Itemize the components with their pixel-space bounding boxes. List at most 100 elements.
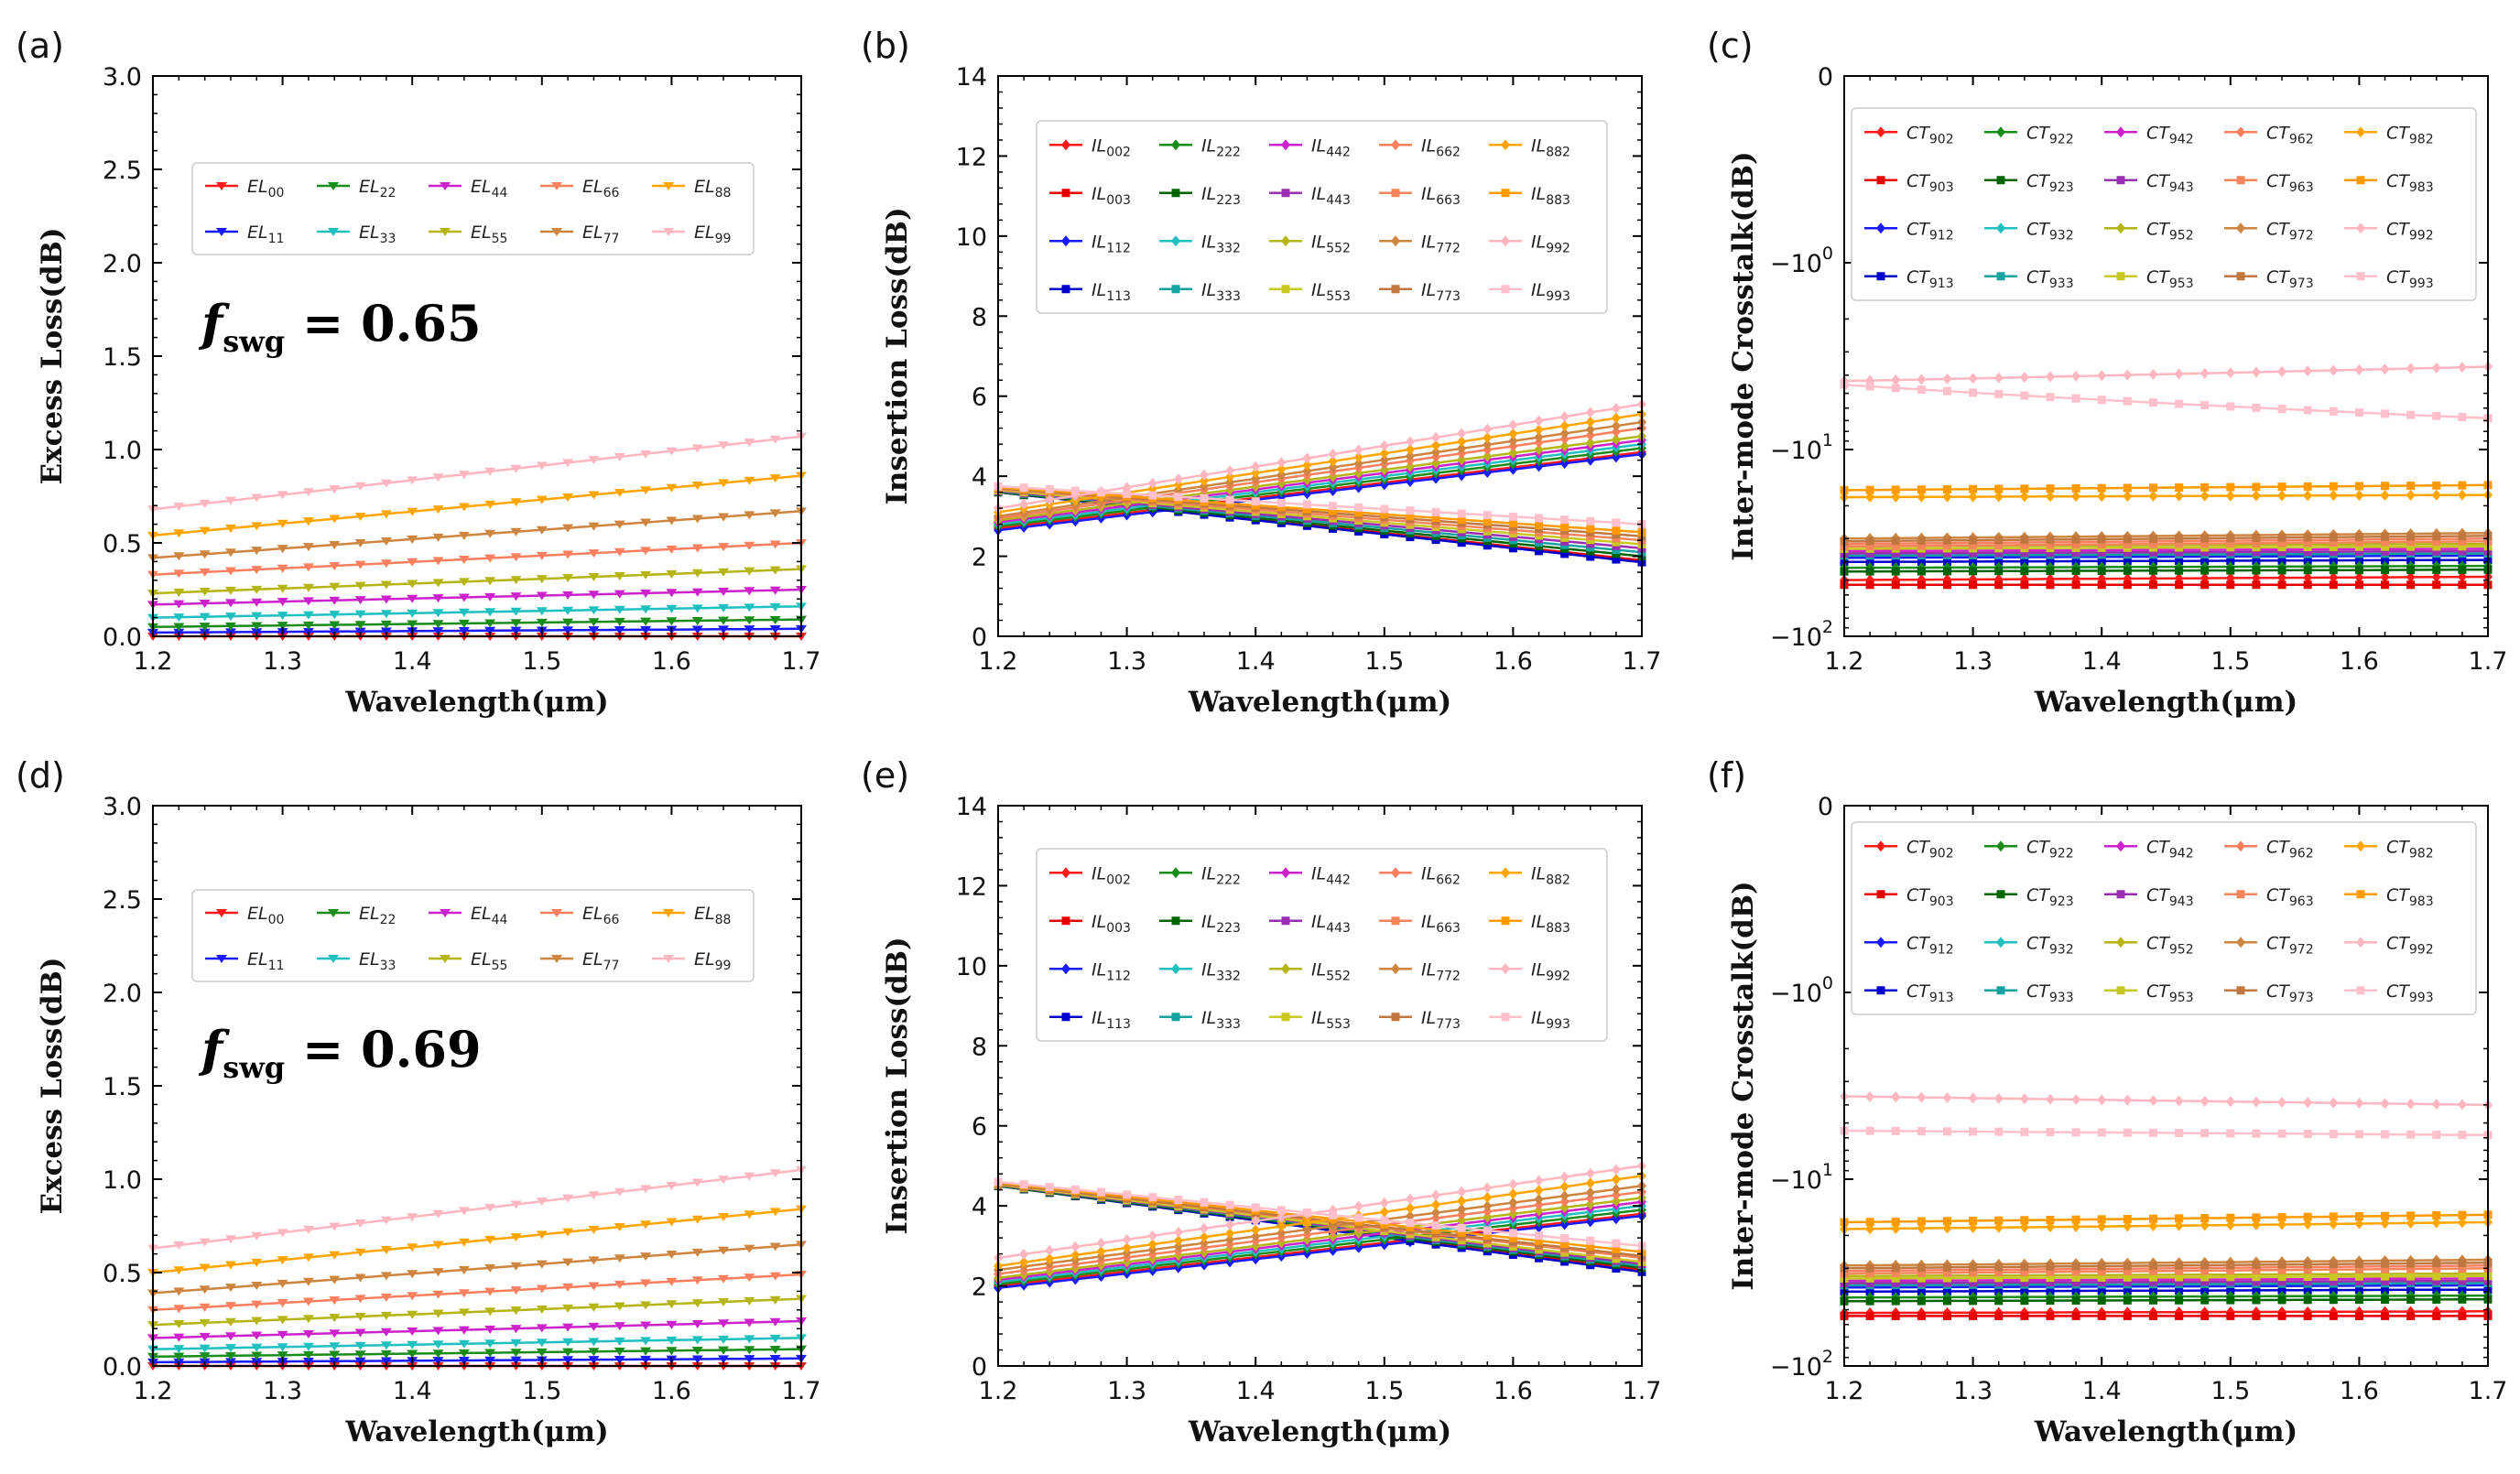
data-point [2226,566,2235,575]
legend-marker [1061,916,1070,926]
data-point [2123,1295,2132,1305]
data-point [1969,388,1978,397]
plot-frame [1843,75,2489,637]
y-axis-label: Inter-mode Crosstalk(dB) [1727,151,1760,560]
data-point [2020,557,2029,566]
data-point [2252,1273,2261,1282]
data-point [2277,572,2287,584]
data-point [2046,1278,2055,1287]
data-point [329,1342,341,1351]
data-point [2432,1264,2441,1273]
data-point [354,1295,366,1304]
data-point [224,1351,236,1360]
data-point [691,444,703,453]
data-point [640,547,652,556]
data-point [1559,1219,1570,1230]
data-point [302,517,314,526]
data-point [1251,461,1261,472]
series-line [152,1348,802,1359]
data-point [1612,1239,1621,1248]
data-point [1405,436,1415,448]
legend-item: CT962 [2224,123,2314,146]
data-point [2432,565,2441,574]
data-point [432,533,444,542]
data-point [744,1273,755,1283]
data-point [1019,1180,1028,1189]
data-point [251,493,263,503]
data-point [1942,536,1951,545]
data-point [173,600,185,609]
data-point [224,1302,236,1311]
data-point [1173,1241,1183,1252]
data-point [614,617,625,626]
legend-item: IL442 [1269,863,1351,887]
legend-label: CT923 [2026,885,2074,909]
data-point [329,1295,341,1305]
data-point [2226,547,2235,557]
data-point [2020,548,2029,558]
data-point [2020,567,2029,576]
panel-label: (c) [1707,26,1754,66]
data-point [691,569,703,578]
data-point [1508,1229,1517,1238]
data-point [1968,373,1978,385]
legend-marker [2236,890,2245,899]
data-point [1328,461,1338,473]
legend-label: EL11 [247,949,284,973]
legend-marker [2236,126,2245,138]
data-point [2175,566,2184,575]
data-point [1942,567,1951,576]
data-point [2175,483,2184,493]
data-point [1173,479,1183,491]
data-point [2046,1311,2055,1320]
data-point [614,1302,625,1311]
data-point [1147,477,1157,489]
legend-label: CT913 [1906,981,1954,1005]
data-point [2406,1272,2416,1281]
legend-label: EL77 [582,949,619,973]
data-point [1457,1228,1466,1237]
data-point [2354,1295,2363,1305]
data-point [2252,1277,2261,1286]
data-point [718,543,730,552]
data-point [432,1357,444,1366]
x-tick-label: 1.3 [1107,647,1146,676]
data-point [2381,409,2390,418]
data-point [458,608,470,617]
data-point [614,1280,625,1289]
data-point [1045,1183,1054,1192]
series-EL44 [147,586,807,610]
y-tick-label: 0 [972,623,987,652]
data-point [2071,1262,2080,1271]
legend-marker [1996,840,2005,852]
legend-marker [1391,963,1400,975]
data-point [1942,1222,1952,1234]
series-EL44 [147,1317,807,1343]
legend-marker [1876,986,1885,995]
data-point [329,1350,341,1360]
data-point [2123,1273,2132,1282]
data-point [2303,547,2312,557]
legend-label: IL442 [1311,135,1351,159]
data-point [2406,566,2416,575]
legend-item: CT912 [1864,219,1954,243]
data-point [1483,1230,1492,1240]
data-point [2354,1218,2364,1230]
data-point [1173,473,1183,485]
data-point [1611,412,1621,424]
legend-marker [2356,840,2365,852]
series-line [997,487,1643,542]
data-point [2458,547,2467,556]
data-point [2097,580,2106,590]
data-point [224,525,236,534]
data-point [1586,1236,1595,1245]
data-point [2123,396,2132,406]
data-point [1508,512,1517,521]
data-point [1354,1213,1363,1222]
series-line [1843,1267,2489,1275]
data-point [329,1329,341,1339]
data-point [1942,386,1951,396]
legend-item: IL992 [1489,959,1570,983]
legend-marker [1281,963,1290,975]
data-point [691,1215,703,1224]
